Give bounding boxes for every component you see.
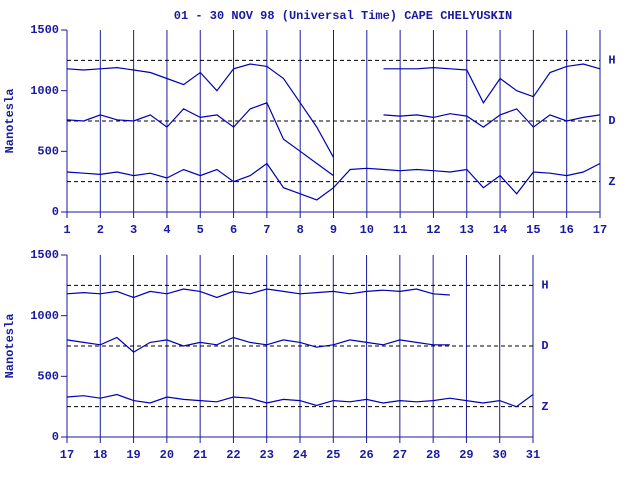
x-tick-label: 5 [197, 223, 204, 237]
data-line [66, 63, 601, 158]
x-tick-label: 8 [297, 223, 304, 237]
x-tick-label: 28 [426, 448, 440, 462]
x-tick-label: 14 [493, 223, 507, 237]
x-tick-label: 21 [193, 448, 207, 462]
x-tick-label: 11 [393, 223, 407, 237]
y-tick-label: 0 [52, 430, 59, 444]
x-tick-label: 6 [230, 223, 237, 237]
series-label: H [541, 279, 548, 293]
data-line [66, 288, 450, 299]
series-label: Z [608, 175, 615, 189]
x-tick-label: 25 [326, 448, 340, 462]
x-tick-label: 26 [359, 448, 373, 462]
data-line [66, 336, 450, 353]
x-tick-label: 12 [426, 223, 440, 237]
x-tick-label: 13 [460, 223, 474, 237]
series-label: D [541, 339, 548, 353]
chart-title: 01 - 30 NOV 98 (Universal Time) CAPE CHE… [174, 9, 512, 23]
x-tick-label: 24 [293, 448, 307, 462]
x-tick-label: 18 [93, 448, 107, 462]
y-tick-label: 0 [52, 205, 59, 219]
y-axis-label: Nanotesla [3, 89, 17, 154]
x-tick-label: 2 [97, 223, 104, 237]
x-tick-label: 27 [393, 448, 407, 462]
y-axis-label: Nanotesla [3, 314, 17, 379]
x-tick-label: 9 [330, 223, 337, 237]
series-label: D [608, 114, 615, 128]
series-label: H [608, 54, 615, 68]
x-tick-label: 15 [526, 223, 540, 237]
y-tick-label: 1000 [30, 84, 59, 98]
x-tick-label: 30 [493, 448, 507, 462]
series-label: Z [541, 400, 548, 414]
x-tick-label: 7 [263, 223, 270, 237]
x-tick-label: 19 [126, 448, 140, 462]
x-tick-label: 17 [593, 223, 607, 237]
y-tick-label: 500 [37, 145, 59, 159]
x-tick-label: 4 [163, 223, 170, 237]
x-tick-label: 10 [360, 223, 374, 237]
x-tick-label: 1 [63, 223, 70, 237]
x-tick-label: 17 [60, 448, 74, 462]
y-tick-label: 1000 [30, 309, 59, 323]
data-line [66, 102, 601, 177]
y-tick-label: 1500 [30, 248, 59, 262]
x-tick-label: 3 [130, 223, 137, 237]
data-line [66, 162, 601, 201]
x-tick-label: 29 [459, 448, 473, 462]
x-tick-label: 20 [160, 448, 174, 462]
data-line [66, 393, 534, 408]
x-tick-label: 22 [226, 448, 240, 462]
x-tick-label: 23 [260, 448, 274, 462]
y-tick-label: 500 [37, 370, 59, 384]
x-tick-label: 31 [526, 448, 540, 462]
x-tick-label: 16 [559, 223, 573, 237]
y-tick-label: 1500 [30, 23, 59, 37]
